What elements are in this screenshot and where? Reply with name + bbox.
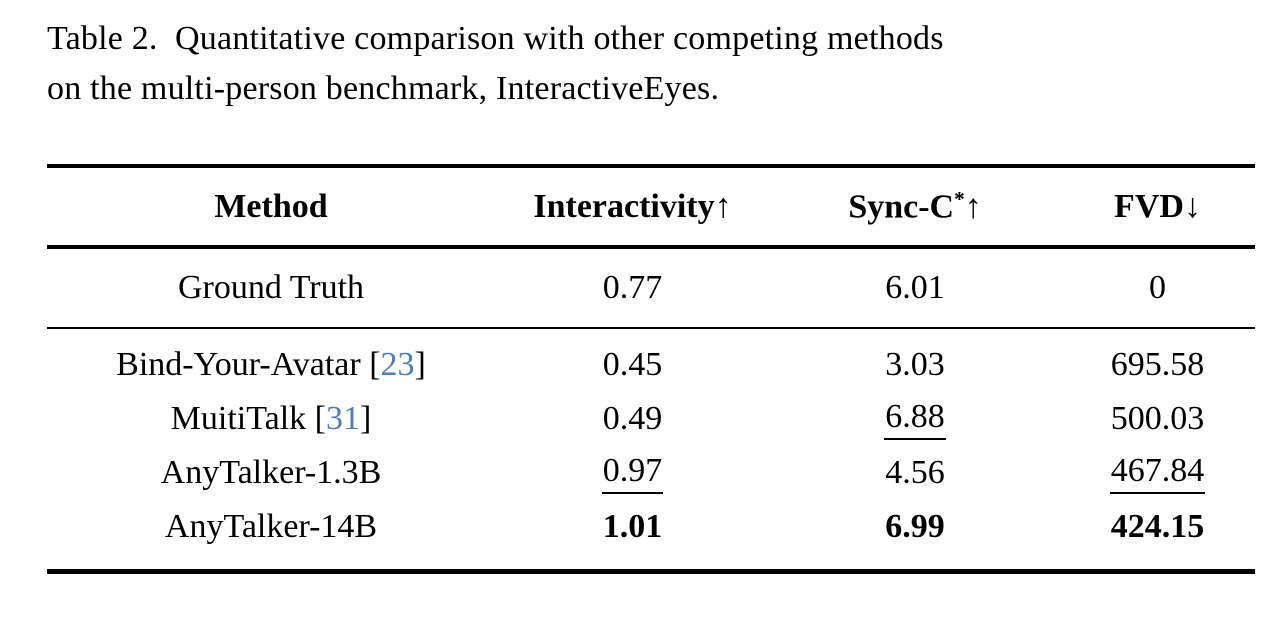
citation-link[interactable]: 31 <box>326 400 360 437</box>
value-cell: 3.03 <box>770 328 1060 392</box>
table-row-bind-your-avatar: Bind-Your-Avatar [23] 0.45 3.03 695.58 <box>47 328 1255 392</box>
method-cell: Ground Truth <box>177 269 365 306</box>
superscript-asterisk: * <box>954 186 965 211</box>
column-header-fvd: FVD↓ <box>1114 187 1201 225</box>
value-cell: 0.49 <box>495 392 770 446</box>
arrow-up-icon: ↑ <box>964 188 982 226</box>
value-cell: 695.58 <box>1060 328 1255 392</box>
method-cell: AnyTalker-14B <box>164 508 378 545</box>
column-header-method: Method <box>214 187 328 225</box>
arrow-up-icon: ↑ <box>714 187 732 225</box>
value: 0.45 <box>602 346 663 383</box>
column-header-sync-c: Sync-C*↑ <box>848 186 982 226</box>
value-cell: 0.97 <box>495 446 770 500</box>
table-row-anytalker-1-3b: AnyTalker-1.3B 0.97 4.56 467.84 <box>47 446 1255 500</box>
value-cell: 424.15 <box>1060 500 1255 572</box>
citation-link[interactable]: 23 <box>380 346 415 383</box>
paper-page: Table 2. Quantitative comparison with ot… <box>47 20 1255 574</box>
underlined-value: 6.88 <box>884 398 946 440</box>
table-row-muititalk: MuitiTalk [31] 0.49 6.88 500.03 <box>47 392 1255 446</box>
bold-value: 424.15 <box>1110 508 1205 545</box>
value: 6.01 <box>885 269 945 306</box>
table-row-ground-truth: Ground Truth 0.77 6.01 0 <box>47 247 1255 328</box>
results-table: Method Interactivity↑ Sync-C*↑ FVD↓ Ground … <box>47 164 1255 574</box>
value: 3.03 <box>885 346 945 383</box>
value-cell: 467.84 <box>1060 446 1255 500</box>
value: 500.03 <box>1110 400 1205 437</box>
value-cell: 0.77 <box>495 247 770 328</box>
value-cell: 0 <box>1060 247 1255 328</box>
value-cell: 6.88 <box>770 392 1060 446</box>
method-cell: MuitiTalk [31] <box>170 400 372 437</box>
value: 0.49 <box>602 400 663 437</box>
table-row-anytalker-14b: AnyTalker-14B 1.01 6.99 424.15 <box>47 500 1255 572</box>
header-row: Method Interactivity↑ Sync-C*↑ FVD↓ <box>47 166 1255 247</box>
column-header-interactivity: Interactivity↑ <box>533 187 732 225</box>
value: 4.56 <box>885 454 945 491</box>
bold-value: 6.99 <box>885 508 945 545</box>
value-cell: 6.99 <box>770 500 1060 572</box>
value-cell: 500.03 <box>1060 392 1255 446</box>
method-cell: AnyTalker-1.3B <box>160 454 382 491</box>
value-cell: 6.01 <box>770 247 1060 328</box>
value-cell: 0.45 <box>495 328 770 392</box>
table-header: Method Interactivity↑ Sync-C*↑ FVD↓ <box>47 166 1255 247</box>
arrow-down-icon: ↓ <box>1183 187 1201 225</box>
method-cell: Bind-Your-Avatar [23] <box>116 346 426 383</box>
table-caption: Table 2. Quantitative comparison with ot… <box>47 20 944 107</box>
table-group-ground-truth: Ground Truth 0.77 6.01 0 <box>47 247 1255 328</box>
value-cell: 1.01 <box>495 500 770 572</box>
underlined-value: 467.84 <box>1109 452 1206 494</box>
value-cell: 4.56 <box>770 446 1060 500</box>
value: 0 <box>1149 269 1166 306</box>
table-group-methods: Bind-Your-Avatar [23] 0.45 3.03 695.58 Muiti… <box>47 328 1255 572</box>
bold-value: 1.01 <box>602 508 663 545</box>
value: 695.58 <box>1110 346 1205 383</box>
value: 0.77 <box>602 269 663 306</box>
underlined-value: 0.97 <box>601 452 664 494</box>
